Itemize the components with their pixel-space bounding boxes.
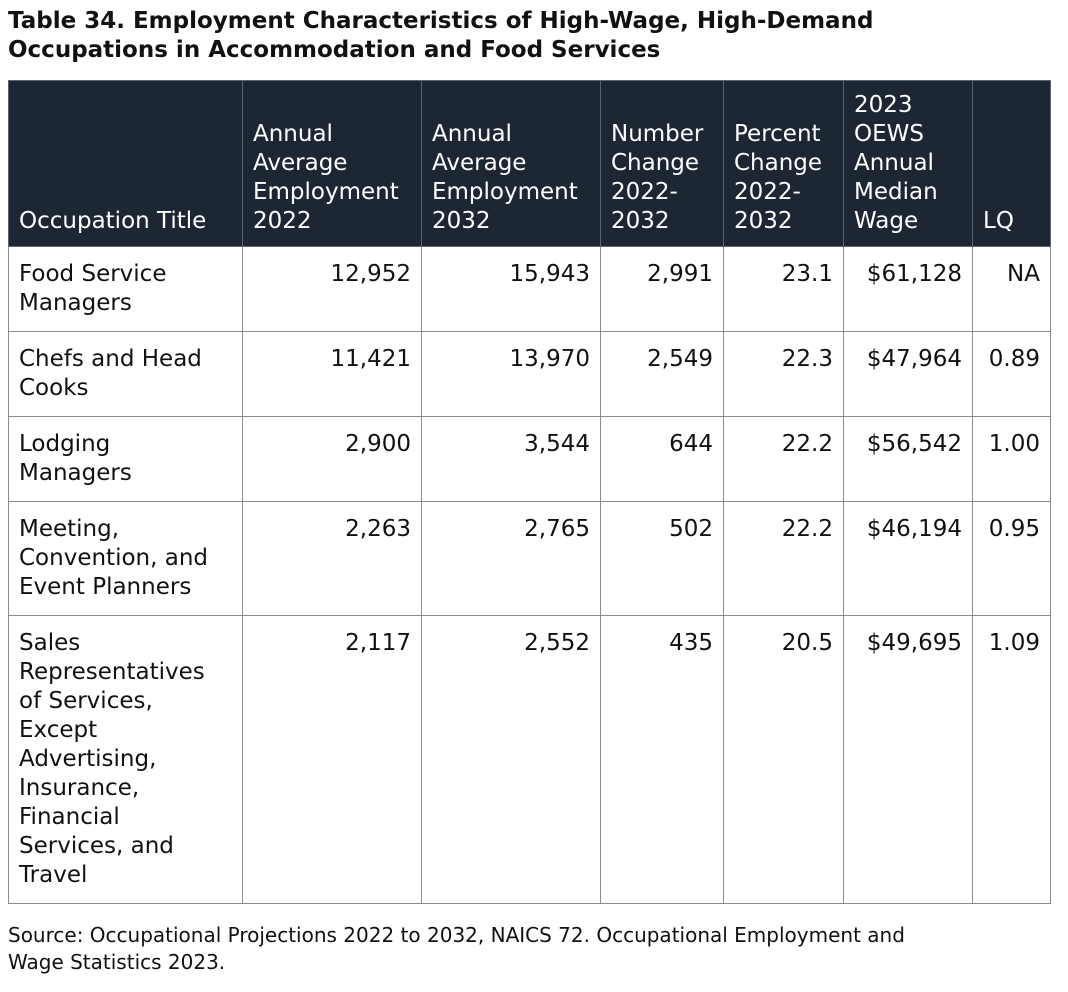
cell-percent-change: 23.1 xyxy=(723,246,844,332)
cell-percent-change: 22.2 xyxy=(723,501,844,616)
cell-text: Services, and xyxy=(19,833,174,859)
header-text: Annual xyxy=(253,121,333,147)
cell-occupation-title: Meeting, Convention, and Event Planners xyxy=(8,501,243,616)
header-employment-2032: Annual Average Employment 2032 xyxy=(421,80,601,247)
table-row: Meeting, Convention, and Event Planners … xyxy=(8,501,1051,616)
table-row: Food Service Managers 12,952 15,943 2,99… xyxy=(8,246,1051,332)
cell-text: Travel xyxy=(19,862,88,888)
header-employment-2022: Annual Average Employment 2022 xyxy=(242,80,422,247)
cell-median-wage: $56,542 xyxy=(843,416,973,502)
cell-text: Meeting, xyxy=(19,516,120,542)
cell-occupation-title: Sales Representatives of Services, Excep… xyxy=(8,615,243,904)
cell-text: Financial xyxy=(19,804,120,830)
cell-employment-2032: 3,544 xyxy=(421,416,601,502)
source-note-line-2: Wage Statistics 2023. xyxy=(8,950,226,974)
cell-percent-change: 20.5 xyxy=(723,615,844,904)
cell-employment-2022: 2,117 xyxy=(242,615,422,904)
cell-text: Convention, and xyxy=(19,545,208,571)
cell-percent-change: 22.3 xyxy=(723,331,844,417)
cell-employment-2032: 2,552 xyxy=(421,615,601,904)
cell-number-change: 644 xyxy=(600,416,724,502)
cell-text: Event Planners xyxy=(19,574,192,600)
cell-number-change: 2,549 xyxy=(600,331,724,417)
source-note: Source: Occupational Projections 2022 to… xyxy=(8,922,1048,976)
employment-table: Occupation Title Annual Average Employme… xyxy=(8,80,1051,904)
header-text: OEWS xyxy=(854,121,924,147)
header-text: Employment xyxy=(432,179,578,205)
cell-text: Except xyxy=(19,717,98,743)
cell-text: of Services, xyxy=(19,688,153,714)
header-text: Percent xyxy=(734,121,821,147)
header-text: Change xyxy=(734,150,823,176)
source-note-line-1: Source: Occupational Projections 2022 to… xyxy=(8,923,905,947)
table-title-line-2: Occupations in Accommodation and Food Se… xyxy=(8,37,661,63)
table-body: Food Service Managers 12,952 15,943 2,99… xyxy=(8,246,1051,904)
cell-lq: 1.09 xyxy=(972,615,1051,904)
header-text: Average xyxy=(432,150,527,176)
header-text: Number xyxy=(611,121,704,147)
cell-employment-2032: 13,970 xyxy=(421,331,601,417)
cell-occupation-title: Lodging Managers xyxy=(8,416,243,502)
cell-median-wage: $46,194 xyxy=(843,501,973,616)
cell-employment-2032: 2,765 xyxy=(421,501,601,616)
header-text: Average xyxy=(253,150,348,176)
header-text: 2023 xyxy=(854,92,913,118)
table-title-line-1: Table 34. Employment Characteristics of … xyxy=(8,8,874,34)
table-title: Table 34. Employment Characteristics of … xyxy=(8,7,1048,65)
cell-text: Lodging xyxy=(19,431,111,457)
table-header: Occupation Title Annual Average Employme… xyxy=(8,80,1051,247)
cell-text: Advertising, xyxy=(19,746,157,772)
cell-lq: 1.00 xyxy=(972,416,1051,502)
header-text: 2032 xyxy=(432,208,491,234)
cell-text: Sales xyxy=(19,630,81,656)
header-text: 2022- xyxy=(611,179,678,205)
table-row: Lodging Managers 2,900 3,544 644 22.2 $5… xyxy=(8,416,1051,502)
header-text: LQ xyxy=(983,208,1014,234)
cell-occupation-title: Food Service Managers xyxy=(8,246,243,332)
header-text: Wage xyxy=(854,208,919,234)
cell-text: Chefs and Head xyxy=(19,346,202,372)
header-text: Annual xyxy=(854,150,934,176)
cell-employment-2022: 12,952 xyxy=(242,246,422,332)
header-text: Annual xyxy=(432,121,512,147)
cell-median-wage: $49,695 xyxy=(843,615,973,904)
cell-number-change: 435 xyxy=(600,615,724,904)
cell-employment-2022: 2,900 xyxy=(242,416,422,502)
cell-text: Managers xyxy=(19,460,132,486)
cell-number-change: 502 xyxy=(600,501,724,616)
cell-lq: 0.89 xyxy=(972,331,1051,417)
cell-lq: NA xyxy=(972,246,1051,332)
header-lq: LQ xyxy=(972,80,1051,247)
table-row: Chefs and Head Cooks 11,421 13,970 2,549… xyxy=(8,331,1051,417)
cell-number-change: 2,991 xyxy=(600,246,724,332)
cell-percent-change: 22.2 xyxy=(723,416,844,502)
cell-employment-2032: 15,943 xyxy=(421,246,601,332)
header-text: 2022- xyxy=(734,179,801,205)
header-text: 2022 xyxy=(253,208,312,234)
header-occupation-title: Occupation Title xyxy=(8,80,243,247)
header-row: Occupation Title Annual Average Employme… xyxy=(8,80,1051,247)
cell-text: Managers xyxy=(19,290,132,316)
header-text: Median xyxy=(854,179,938,205)
table-row: Sales Representatives of Services, Excep… xyxy=(8,615,1051,904)
cell-median-wage: $61,128 xyxy=(843,246,973,332)
cell-text: Insurance, xyxy=(19,775,140,801)
cell-text: Representatives xyxy=(19,659,205,685)
header-number-change: Number Change 2022- 2032 xyxy=(600,80,724,247)
header-text: 2032 xyxy=(734,208,793,234)
header-text: Occupation Title xyxy=(19,208,207,234)
header-percent-change: Percent Change 2022- 2032 xyxy=(723,80,844,247)
header-text: Change xyxy=(611,150,700,176)
cell-median-wage: $47,964 xyxy=(843,331,973,417)
header-text: Employment xyxy=(253,179,399,205)
header-median-wage: 2023 OEWS Annual Median Wage xyxy=(843,80,973,247)
header-text: 2032 xyxy=(611,208,670,234)
cell-employment-2022: 11,421 xyxy=(242,331,422,417)
cell-lq: 0.95 xyxy=(972,501,1051,616)
cell-employment-2022: 2,263 xyxy=(242,501,422,616)
cell-text: Cooks xyxy=(19,375,89,401)
cell-text: Food Service xyxy=(19,261,167,287)
cell-occupation-title: Chefs and Head Cooks xyxy=(8,331,243,417)
